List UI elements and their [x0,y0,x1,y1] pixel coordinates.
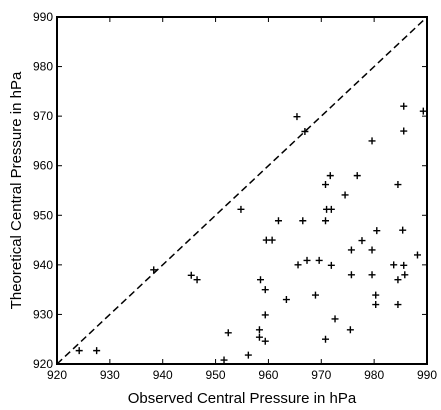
data-point-plus-marker [347,271,355,279]
plot-area [56,16,428,365]
data-point-plus-marker [394,181,402,189]
data-point-plus-marker [399,226,407,234]
reference-line [56,16,428,365]
data-point-plus-marker [293,113,301,121]
data-point-plus-marker [294,261,302,269]
data-point-plus-marker [237,205,245,213]
x-tick-label: 940 [153,368,173,382]
x-tick-label: 960 [258,368,278,382]
data-point-plus-marker [372,301,380,309]
data-point-plus-marker [419,107,427,115]
data-point-plus-marker [255,333,263,341]
data-point-plus-marker [274,217,282,225]
data-point-plus-marker [282,296,290,304]
x-tick-label: 980 [364,368,384,382]
data-point-plus-marker [220,356,228,364]
data-point-plus-marker [322,335,330,343]
data-point-plus-marker [261,286,269,294]
data-point-plus-marker [261,311,269,319]
data-point-plus-marker [368,137,376,145]
y-tick-label: 960 [33,159,53,173]
data-point-plus-marker [400,261,408,269]
y-tick-label: 920 [33,357,53,371]
data-point-plus-marker [394,276,402,284]
data-point-plus-marker [150,266,158,274]
data-point-plus-marker [327,205,335,213]
y-tick-label: 930 [33,307,53,321]
data-point-plus-marker [301,128,309,136]
y-axis-title: Theoretical Central Pressure in hPa [8,71,25,309]
data-point-plus-marker [193,276,201,284]
x-axis-ticks: 920 930 940 950 960 970 980 990 [47,17,437,382]
y-axis-ticks: 920 930 940 950 960 970 980 990 [33,10,427,371]
data-point-plus-marker [244,351,252,359]
x-tick-label: 950 [206,368,226,382]
data-point-plus-marker [311,291,319,299]
data-point-plus-marker [341,191,349,199]
y-tick-label: 990 [33,10,53,24]
data-point-plus-marker [93,347,101,355]
data-point-plus-marker [394,301,402,309]
data-point-plus-marker [299,217,307,225]
y-tick-label: 980 [33,60,53,74]
data-point-plus-marker [353,172,361,180]
data-point-plus-marker [372,291,380,299]
data-point-plus-marker [331,315,339,323]
data-point-plus-marker [368,246,376,254]
data-point-plus-marker [368,271,376,279]
data-point-plus-marker [400,102,408,110]
x-tick-label: 920 [47,368,67,382]
x-tick-label: 970 [311,368,331,382]
plot-frame [56,16,428,365]
data-point-plus-marker [347,246,355,254]
data-point-plus-marker [255,326,263,334]
y-tick-label: 970 [33,109,53,123]
data-point-plus-marker [261,337,269,345]
data-point-plus-marker [315,256,323,264]
data-point-plus-marker [358,237,366,245]
x-tick-label: 990 [417,368,437,382]
data-point-plus-marker [268,236,276,244]
y-tick-label: 940 [33,258,53,272]
data-point-plus-marker [346,326,354,334]
data-point-plus-marker [327,261,335,269]
y-tick-label: 950 [33,208,53,222]
data-point-plus-marker [413,251,421,259]
data-point-plus-marker [75,347,83,355]
data-point-plus-marker [326,172,334,180]
data-point-plus-marker [322,181,330,189]
data-point-plus-marker [400,127,408,135]
x-tick-label: 930 [100,368,120,382]
data-point-plus-marker [187,271,195,279]
x-axis-title: Observed Central Pressure in hPa [128,390,357,407]
data-points [75,102,427,364]
data-point-plus-marker [373,227,381,235]
data-point-plus-marker [390,261,398,269]
data-point-plus-marker [224,329,232,337]
data-point-plus-marker [257,276,264,284]
data-point-plus-marker [303,256,311,264]
data-point-plus-marker [322,217,330,225]
data-point-plus-marker [401,271,409,279]
